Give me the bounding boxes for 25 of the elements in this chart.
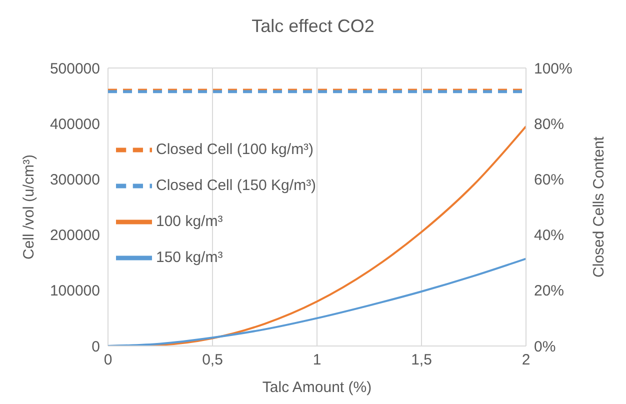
y-tick-label: 300000 bbox=[50, 172, 100, 189]
y-tick-label: 100000 bbox=[50, 282, 100, 300]
y2-tick-label: 60% bbox=[534, 172, 564, 189]
x-tick-label: 1 bbox=[312, 352, 322, 369]
y-tick-label: 400000 bbox=[50, 116, 100, 133]
chart-title: Talc effect CO2 bbox=[250, 15, 376, 38]
y2-tick-label: 20% bbox=[534, 282, 564, 300]
legend-label: 100 kg/m³ bbox=[156, 212, 223, 230]
x-tick-label: 2 bbox=[522, 352, 530, 369]
x-tick-label: 0 bbox=[104, 352, 112, 369]
x-axis-title: Talc Amount (%) bbox=[262, 379, 372, 396]
y2-tick-label: 0% bbox=[534, 338, 556, 356]
legend-label: 150 kg/m³ bbox=[156, 248, 223, 266]
y-tick-label: 200000 bbox=[50, 227, 100, 244]
y-tick-label: 500000 bbox=[50, 60, 100, 78]
y2-axis-title: Closed Cells Content bbox=[590, 136, 608, 278]
legend-label: Closed Cell (100 kg/m³) bbox=[156, 140, 314, 158]
y-axis-title: Cell /vol (u/cm³) bbox=[20, 154, 38, 260]
legend-label: Closed Cell (150 Kg/m³) bbox=[156, 176, 316, 194]
y2-tick-label: 100% bbox=[534, 60, 572, 78]
y2-tick-label: 40% bbox=[534, 227, 564, 244]
y-tick-label: 0 bbox=[92, 338, 100, 356]
x-tick-label: 1,5 bbox=[411, 352, 432, 369]
x-tick-label: 0,5 bbox=[202, 352, 223, 369]
y2-tick-label: 80% bbox=[534, 116, 564, 133]
